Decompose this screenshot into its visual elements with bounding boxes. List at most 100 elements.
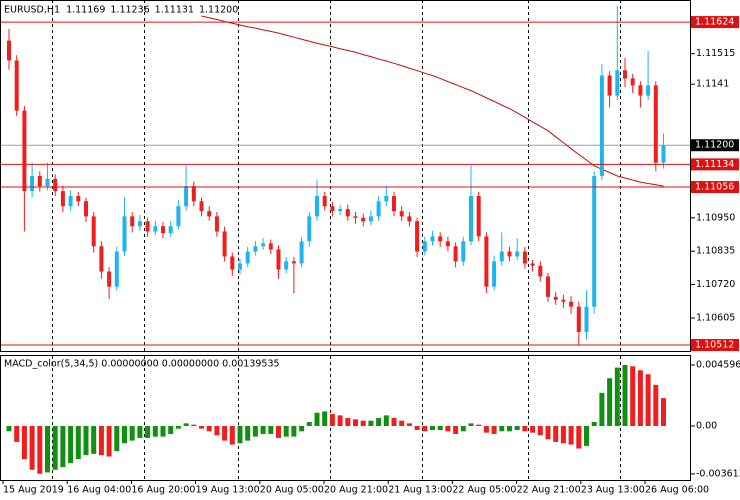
candle-body bbox=[561, 299, 566, 302]
macd-bar bbox=[37, 425, 43, 474]
candle-body bbox=[453, 246, 458, 262]
macd-bar bbox=[129, 425, 135, 441]
macd-bar bbox=[52, 425, 58, 470]
day-separators bbox=[52, 0, 621, 480]
macd-bar bbox=[568, 425, 574, 445]
x-tick-label: 22 Aug 21:00 bbox=[517, 485, 581, 496]
y-tick-label: 1.1141 bbox=[696, 79, 729, 90]
macd-bar bbox=[260, 425, 266, 434]
candle-body bbox=[76, 196, 81, 202]
candle-body bbox=[592, 176, 597, 307]
macd-bar bbox=[206, 425, 212, 432]
macd-bar bbox=[560, 425, 566, 444]
macd-bar bbox=[152, 425, 158, 437]
y-tick-label: 0.0045967 bbox=[696, 360, 740, 371]
macd-bar bbox=[98, 425, 104, 456]
y-tick-label: 1.10950 bbox=[696, 212, 735, 223]
candle-body bbox=[22, 110, 27, 192]
macd-bar bbox=[83, 425, 89, 456]
candle-body bbox=[168, 226, 173, 234]
macd-bar bbox=[545, 425, 551, 440]
candle-body bbox=[276, 249, 281, 270]
candle-body bbox=[438, 236, 443, 242]
macd-bar bbox=[199, 425, 204, 429]
macd-bar bbox=[91, 425, 97, 454]
header-value: 1.11236 bbox=[110, 5, 149, 16]
header-value: 1.11169 bbox=[66, 5, 105, 16]
candle-body bbox=[60, 191, 65, 207]
macd-bar bbox=[614, 367, 620, 426]
candle-body bbox=[623, 70, 627, 79]
macd-bar bbox=[491, 425, 497, 434]
macd-bar bbox=[645, 374, 651, 426]
level-box bbox=[691, 181, 739, 194]
candle-body bbox=[68, 196, 73, 207]
macd-bar bbox=[637, 370, 643, 426]
macd-bar bbox=[21, 425, 27, 460]
candle-body bbox=[522, 251, 527, 264]
y-tick-label: 1.10605 bbox=[696, 313, 735, 324]
candle-body bbox=[415, 221, 420, 252]
macd-bar bbox=[114, 425, 120, 452]
candle-body bbox=[345, 209, 350, 217]
macd-bar bbox=[329, 414, 335, 426]
level-label: 1.11056 bbox=[695, 182, 734, 193]
x-tick-label: 20 Aug 21:00 bbox=[324, 485, 388, 496]
header-value: 1.11200 bbox=[199, 5, 238, 16]
macd-bar bbox=[160, 425, 166, 437]
candle-body bbox=[199, 201, 204, 212]
candle-body bbox=[392, 196, 396, 212]
macd-bar bbox=[445, 425, 451, 432]
macd-bar bbox=[222, 425, 228, 441]
candle-body bbox=[330, 206, 335, 212]
macd-bar bbox=[661, 398, 666, 426]
y-tick-label: 1.10835 bbox=[696, 246, 735, 257]
candle-body bbox=[107, 271, 112, 287]
macd-bar bbox=[399, 420, 405, 426]
candle-body bbox=[661, 145, 666, 163]
candle-body bbox=[361, 217, 366, 222]
candle-body bbox=[222, 231, 227, 257]
candle-body bbox=[176, 206, 181, 227]
candle-body bbox=[607, 75, 612, 96]
y-tick-label: 0.00 bbox=[696, 420, 717, 431]
candle-body bbox=[238, 263, 242, 270]
macd-bar bbox=[360, 420, 366, 426]
macd-bar bbox=[168, 425, 174, 434]
candle-body bbox=[653, 85, 658, 163]
candle-body bbox=[130, 216, 135, 227]
level-box bbox=[691, 16, 739, 29]
candle-body bbox=[376, 201, 381, 217]
candle-body bbox=[615, 70, 620, 96]
macd-bar bbox=[368, 420, 374, 426]
candle-body bbox=[291, 261, 296, 264]
candle-body bbox=[53, 178, 58, 192]
candle-body bbox=[284, 261, 289, 270]
macd-bar bbox=[29, 425, 35, 470]
macd-bar bbox=[376, 418, 382, 426]
candle-body bbox=[322, 196, 327, 207]
macd-bar bbox=[437, 425, 443, 430]
x-tick-label: 19 Aug 13:00 bbox=[196, 485, 260, 496]
macd-bar bbox=[283, 425, 289, 437]
macd-bar bbox=[75, 425, 81, 460]
x-tick-label: 21 Aug 13:00 bbox=[388, 485, 452, 496]
candle-body bbox=[230, 256, 235, 270]
candle-body bbox=[576, 306, 581, 332]
candle-body bbox=[569, 301, 574, 307]
level-label: 1.11134 bbox=[695, 159, 734, 170]
x-tick-label: 23 Aug 13:00 bbox=[581, 485, 645, 496]
macd-bar bbox=[175, 425, 181, 429]
macd-bar bbox=[468, 423, 474, 426]
macd-frame bbox=[0, 355, 691, 481]
candle-body bbox=[122, 216, 127, 252]
macd-bar bbox=[507, 425, 512, 432]
macd-bar bbox=[414, 425, 420, 430]
macd-bar bbox=[268, 425, 274, 434]
candle-body bbox=[353, 216, 358, 218]
macd-bar bbox=[6, 425, 12, 432]
macd-bar bbox=[391, 418, 397, 426]
macd-bar bbox=[483, 425, 489, 433]
macd-bar bbox=[514, 425, 520, 430]
candle-body bbox=[161, 226, 165, 234]
